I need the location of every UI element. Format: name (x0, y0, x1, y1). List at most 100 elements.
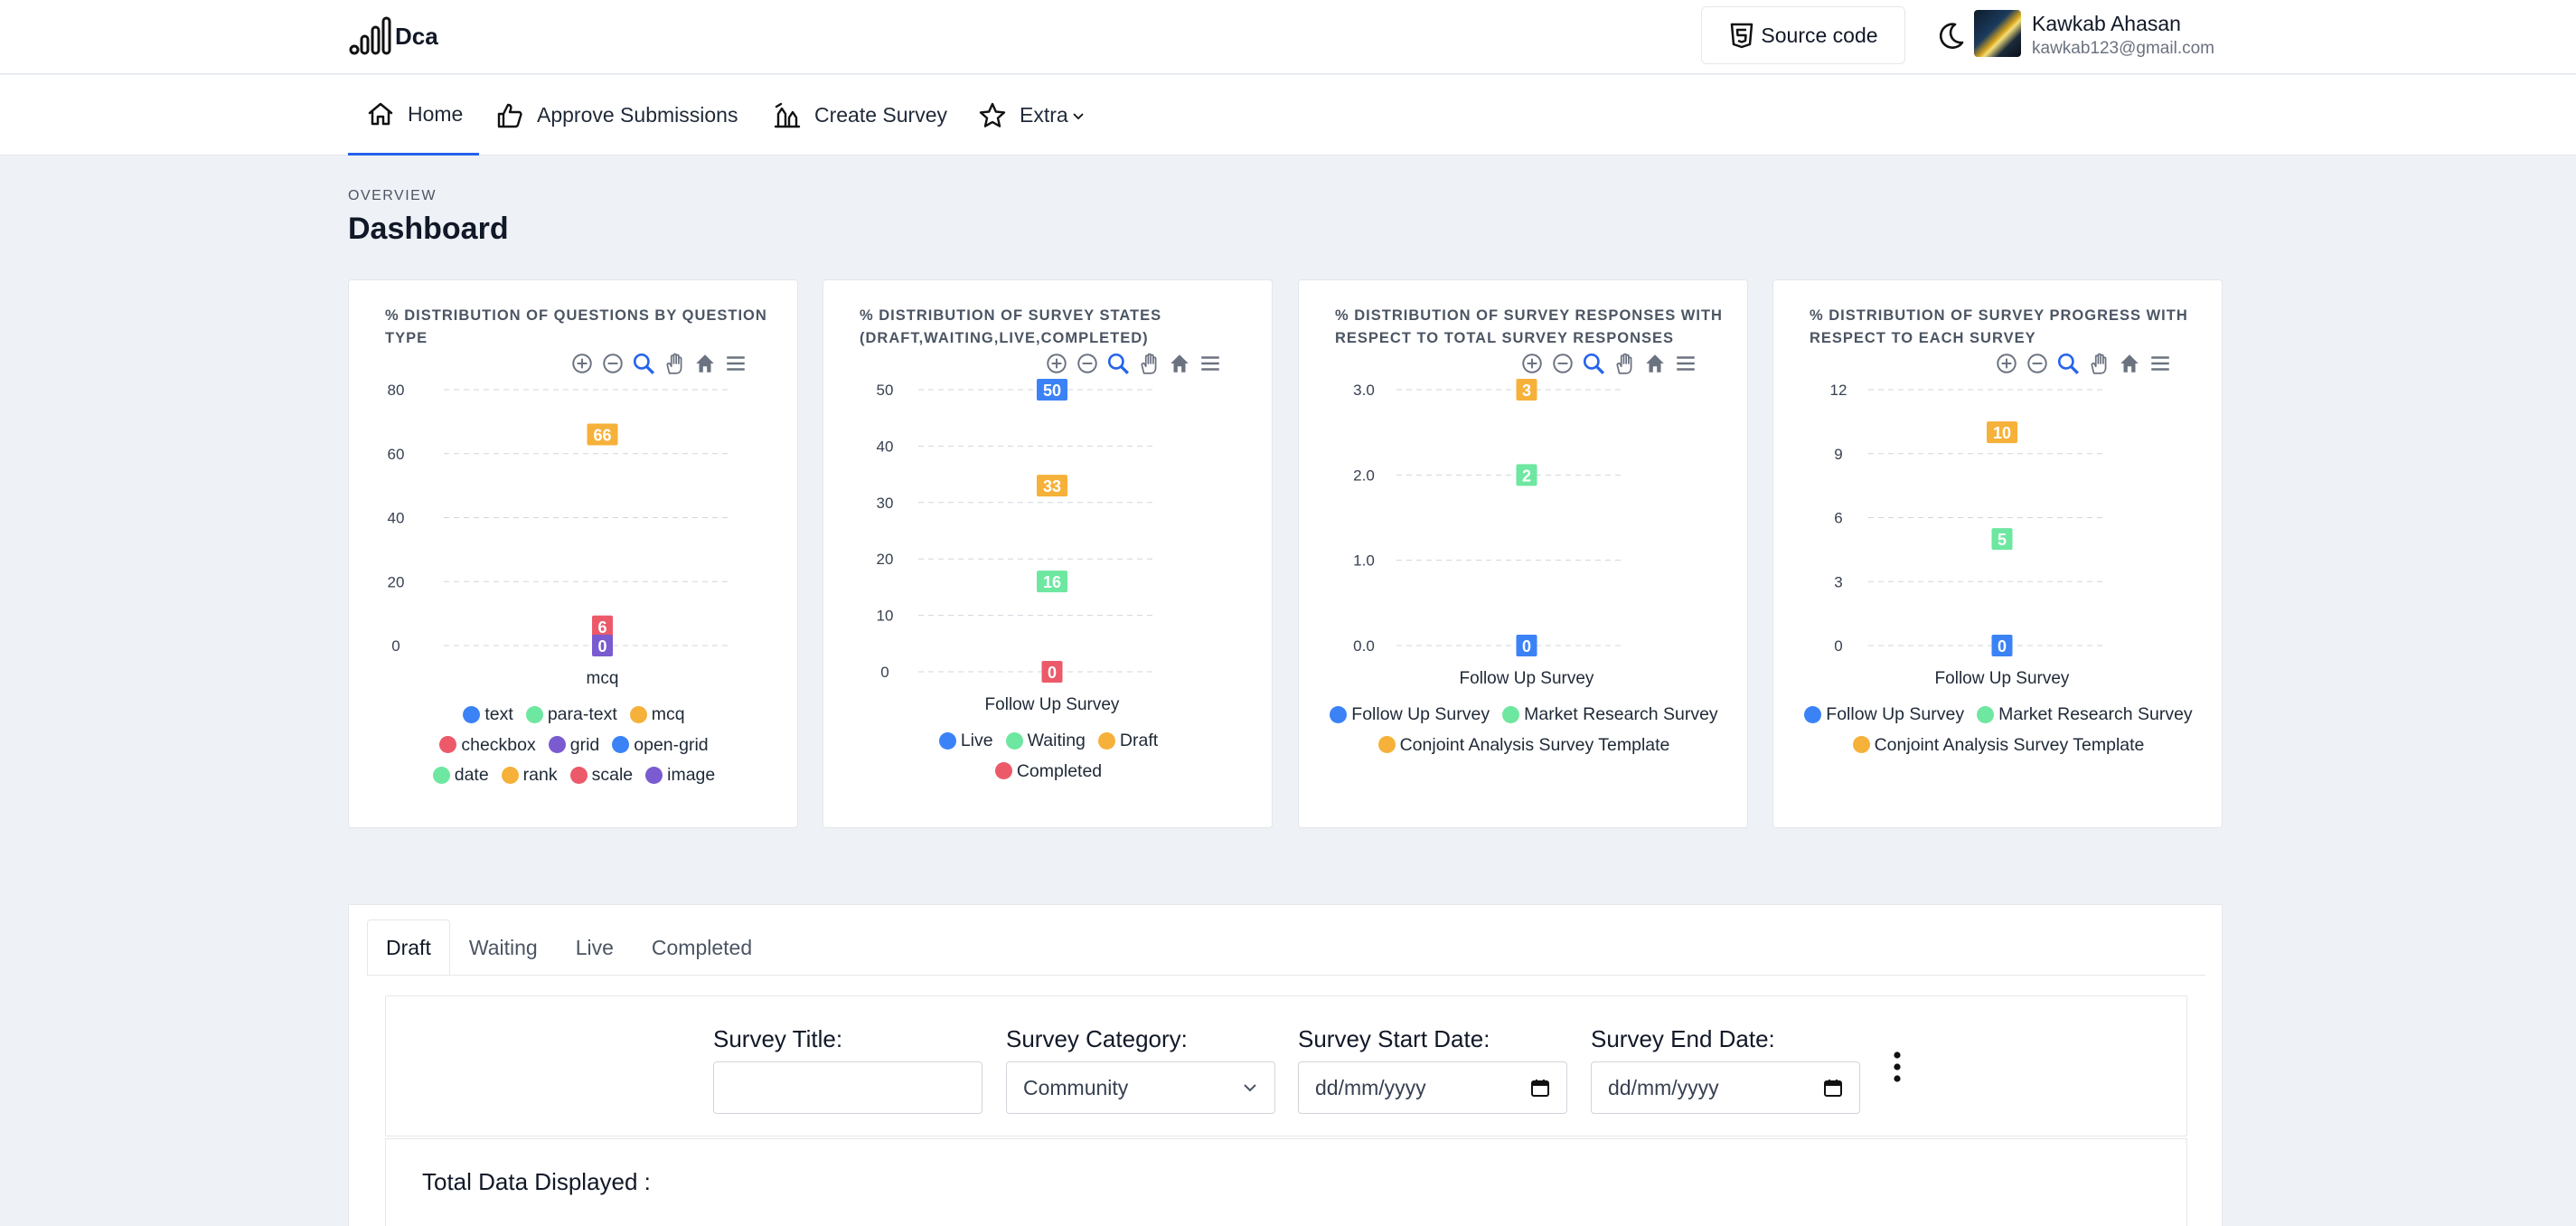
pan-hand-icon[interactable] (662, 351, 687, 376)
survey-panel: Draft Waiting Live Completed Survey Titl… (348, 904, 2223, 1226)
pan-hand-icon[interactable] (1612, 351, 1637, 376)
survey-category-label: Survey Category: (1006, 1025, 1188, 1052)
pan-hand-icon[interactable] (1136, 351, 1161, 376)
legend-item[interactable]: Conjoint Analysis Survey Template (1377, 731, 1669, 759)
svg-text:6: 6 (597, 618, 606, 637)
data-label-draft: 33 (1037, 475, 1067, 497)
menu-icon[interactable] (2148, 351, 2173, 376)
svg-text:16: 16 (1043, 573, 1061, 591)
reset-home-icon[interactable] (1167, 351, 1192, 376)
survey-title-input[interactable] (713, 1061, 982, 1114)
nav-create-survey[interactable]: Create Survey (773, 75, 947, 156)
menu-icon[interactable] (723, 351, 748, 376)
avatar[interactable] (1974, 10, 2021, 57)
zoom-in-icon[interactable] (1519, 351, 1545, 376)
reset-home-icon[interactable] (1642, 351, 1668, 376)
legend-marker (501, 766, 519, 784)
magnifier-icon[interactable] (2055, 351, 2081, 376)
legend-item[interactable]: Follow Up Survey (1330, 701, 1490, 728)
legend-marker (1005, 731, 1023, 750)
tab-waiting[interactable]: Waiting (468, 936, 538, 959)
pan-hand-icon[interactable] (2086, 351, 2111, 376)
brand-logo[interactable]: Dca (348, 14, 438, 58)
legend-marker (1502, 705, 1520, 723)
zoom-in-icon[interactable] (1994, 351, 2019, 376)
y-tick-label: 9 (1834, 446, 1842, 463)
legend-item[interactable]: Completed (994, 758, 1102, 785)
chart-toolbar (1994, 351, 2173, 376)
legend-item[interactable]: open-grid (612, 731, 709, 759)
data-label-completed: 0 (1041, 661, 1063, 683)
legend-marker (569, 766, 588, 784)
magnifier-icon[interactable] (631, 351, 656, 376)
legend-marker (645, 766, 663, 784)
y-tick-label: 0 (391, 637, 400, 655)
magnifier-icon[interactable] (1105, 351, 1131, 376)
survey-end-date-input[interactable]: dd/mm/yyyy (1591, 1061, 1860, 1114)
legend-label: Market Research Survey (1524, 704, 1718, 724)
survey-tabs: Draft Waiting Live Completed (367, 920, 771, 976)
legend-marker (994, 762, 1012, 779)
legend-item[interactable]: Market Research Survey (1977, 701, 2193, 728)
moon-icon[interactable] (1934, 20, 1967, 52)
zoom-out-icon[interactable] (2025, 351, 2050, 376)
legend-item[interactable]: Waiting (1005, 727, 1086, 754)
filter-bar: Survey Title: Survey Category: Community… (385, 995, 2187, 1136)
legend-marker (525, 705, 543, 723)
thumbs-up-icon (497, 103, 522, 127)
reset-home-icon[interactable] (2117, 351, 2142, 376)
nav-extra[interactable]: Extra (978, 75, 1085, 156)
y-tick-label: 80 (388, 382, 405, 399)
svg-text:66: 66 (593, 427, 611, 445)
zoom-in-icon[interactable] (569, 351, 595, 376)
nav-home[interactable]: Home (348, 75, 479, 156)
reset-home-icon[interactable] (692, 351, 718, 376)
legend-marker (1330, 705, 1348, 723)
legend-item[interactable]: grid (548, 731, 599, 759)
legend-item[interactable]: text (463, 701, 513, 728)
legend-item[interactable]: Market Research Survey (1502, 701, 1718, 728)
svg-text:0: 0 (1522, 637, 1531, 655)
zoom-in-icon[interactable] (1044, 351, 1069, 376)
data-label-follow-up-survey: 0 (1991, 635, 2013, 656)
legend-item[interactable]: Conjoint Analysis Survey Template (1852, 731, 2144, 759)
x-tick-label: Follow Up Survey (1460, 669, 1594, 688)
legend-item[interactable]: checkbox (439, 731, 536, 759)
zoom-out-icon[interactable] (600, 351, 625, 376)
svg-text:10: 10 (1993, 424, 2011, 442)
legend-item[interactable]: Live (938, 727, 993, 754)
source-code-button[interactable]: Source code (1701, 6, 1905, 64)
tab-completed[interactable]: Completed (651, 936, 753, 959)
legend-item[interactable]: rank (501, 761, 558, 788)
tab-draft[interactable]: Draft (367, 920, 450, 976)
menu-icon[interactable] (1673, 351, 1698, 376)
survey-category-select[interactable]: Community (1006, 1061, 1275, 1114)
legend-item[interactable]: Follow Up Survey (1804, 701, 1964, 728)
tab-live[interactable]: Live (575, 936, 614, 959)
more-options-icon[interactable] (1891, 1051, 1904, 1083)
legend-label: rank (522, 765, 558, 785)
survey-start-placeholder: dd/mm/yyyy (1315, 1075, 1426, 1099)
legend-item[interactable]: image (645, 761, 715, 788)
legend-label: mcq (651, 704, 685, 724)
data-label-mcq: 66 (587, 423, 618, 446)
magnifier-icon[interactable] (1581, 351, 1606, 376)
y-tick-label: 3.0 (1353, 382, 1375, 399)
legend-label: Follow Up Survey (1351, 704, 1490, 724)
chart-title: % DISTRIBUTION OF SURVEY STATES (DRAFT,W… (860, 307, 1162, 346)
legend-item[interactable]: Draft (1097, 727, 1158, 754)
legend-item[interactable]: scale (569, 761, 633, 788)
chart-title: % DISTRIBUTION OF SURVEY RESPONSES WITH … (1335, 307, 1723, 346)
menu-icon[interactable] (1198, 351, 1223, 376)
survey-start-date-input[interactable]: dd/mm/yyyy (1298, 1061, 1567, 1114)
legend-item[interactable]: date (432, 761, 489, 788)
nav-approve-submissions[interactable]: Approve Submissions (495, 75, 738, 156)
data-label-follow-up-survey: 0 (1516, 635, 1537, 656)
chevron-down-icon (1244, 1084, 1256, 1092)
zoom-out-icon[interactable] (1075, 351, 1100, 376)
zoom-out-icon[interactable] (1550, 351, 1575, 376)
x-tick-label: mcq (587, 669, 619, 688)
x-tick-label: Follow Up Survey (1935, 669, 2070, 688)
legend-item[interactable]: mcq (629, 701, 685, 728)
legend-item[interactable]: para-text (525, 701, 617, 728)
